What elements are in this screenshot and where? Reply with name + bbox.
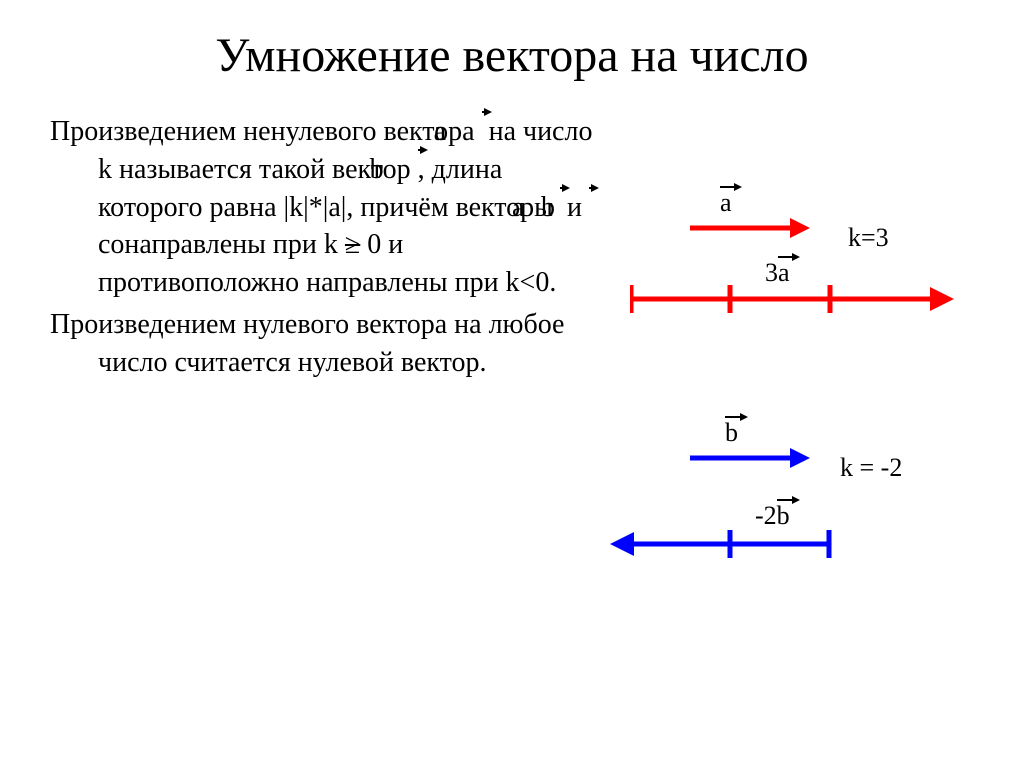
- label-k3: k=3: [848, 223, 889, 253]
- paragraph-2: Произведением нулевого вектора на любое …: [50, 306, 610, 382]
- vector-a-arrow: [690, 213, 820, 243]
- p1-text: Произведением ненулевого вектора: [50, 116, 482, 147]
- content-area: Произведением ненулевого вектора a на чи…: [0, 83, 1024, 386]
- paragraph-1: Произведением ненулевого вектора a на чи…: [50, 113, 610, 302]
- label-km2: k = -2: [840, 453, 902, 483]
- p1-text4: и: [560, 192, 589, 223]
- text-column: Произведением ненулевого вектора a на чи…: [50, 113, 610, 386]
- vector-b-arrow: [690, 443, 820, 473]
- diagram-column: a k=3 3a b k = -2 -2b: [610, 113, 994, 386]
- p1-text5: сонаправлены при k: [98, 229, 345, 260]
- vector-3a-arrow: [630, 281, 970, 321]
- vector-m2b-arrow: [610, 526, 850, 566]
- page-title: Умножение вектора на число: [0, 0, 1024, 83]
- gte-symbol: ≥: [345, 229, 360, 260]
